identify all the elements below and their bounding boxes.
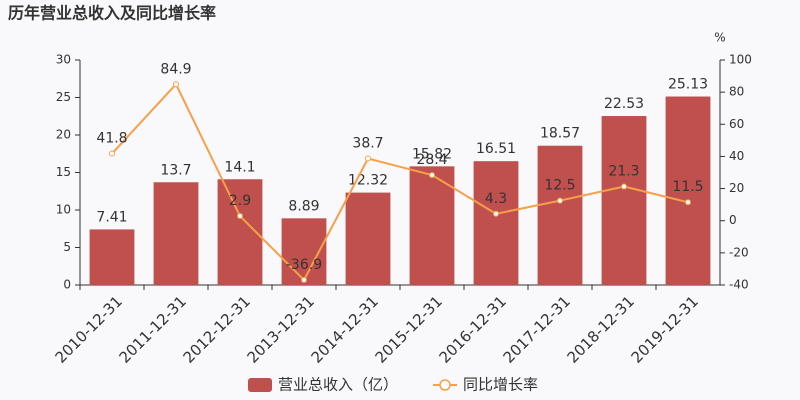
y2-axis-label: %	[714, 31, 725, 45]
x-tick-label: 2016-12-31	[436, 292, 510, 366]
bar-value-label: 22.53	[604, 96, 644, 112]
bar	[601, 116, 647, 286]
y2-tick-label: 60	[729, 117, 744, 131]
bar	[409, 166, 455, 285]
line-point	[429, 172, 435, 179]
bar	[89, 229, 135, 285]
line-value-label: 2.9	[229, 193, 251, 209]
line-point	[557, 197, 563, 204]
y-tick-label: 0	[63, 278, 71, 292]
legend-label: 同比增长率	[463, 376, 538, 394]
bar-value-label: 8.89	[288, 198, 319, 214]
x-tick-label: 2017-12-31	[500, 292, 574, 366]
legend-swatch	[439, 379, 451, 391]
line-value-label: 12.5	[544, 178, 575, 194]
x-tick-label: 2014-12-31	[308, 292, 382, 366]
x-tick-label: 2013-12-31	[244, 292, 318, 366]
y-tick-label: 25	[56, 90, 71, 104]
x-tick-label: 2018-12-31	[564, 292, 638, 366]
bar-value-label: 15.82	[412, 146, 452, 162]
line-value-label: 41.8	[96, 131, 127, 147]
y-tick-label: 15	[56, 165, 71, 179]
bar-value-label: 25.13	[668, 77, 708, 93]
y2-tick-label: 40	[729, 149, 744, 163]
line-value-label: 84.9	[160, 61, 191, 77]
bar	[345, 192, 391, 285]
x-tick-label: 2010-12-31	[52, 292, 126, 366]
bar	[153, 182, 199, 285]
bar	[537, 145, 583, 285]
x-tick-label: 2019-12-31	[628, 292, 702, 366]
line-value-label: 28.4	[416, 152, 447, 168]
line-point	[621, 183, 627, 190]
y-tick-label: 10	[56, 203, 71, 217]
legend-label: 营业总收入（亿）	[278, 376, 398, 394]
line-point	[685, 199, 691, 206]
x-tick-label: 2012-12-31	[180, 292, 254, 366]
line-point	[173, 81, 179, 88]
line-value-label: -36.9	[286, 257, 322, 273]
y2-tick-label: -20	[729, 245, 749, 259]
line-point	[301, 277, 307, 284]
x-tick-label: 2011-12-31	[116, 292, 190, 366]
line-point	[109, 150, 115, 157]
y2-tick-label: -40	[729, 278, 749, 292]
y2-tick-label: 80	[729, 85, 744, 99]
bar-value-label: 16.51	[476, 141, 516, 157]
y2-tick-label: 20	[729, 181, 744, 195]
y2-tick-label: 100	[729, 53, 752, 67]
line-value-label: 11.5	[672, 179, 703, 195]
legend-swatch	[248, 378, 272, 392]
y-tick-label: 20	[56, 128, 71, 142]
bar-value-label: 13.7	[160, 162, 191, 178]
bar	[473, 161, 519, 285]
x-tick-label: 2015-12-31	[372, 292, 446, 366]
y2-tick-label: 0	[729, 213, 737, 227]
chart-title: 历年营业总收入及同比增长率	[8, 4, 216, 23]
y-tick-label: 30	[56, 53, 71, 67]
bar-value-label: 18.57	[540, 126, 580, 142]
line-value-label: 21.3	[608, 163, 639, 179]
line-value-label: 4.3	[485, 191, 507, 207]
line-point	[237, 213, 243, 220]
bar-value-label: 7.41	[96, 209, 127, 225]
line-point	[365, 155, 371, 162]
y-tick-label: 5	[63, 240, 71, 254]
line-point	[493, 210, 499, 217]
line-value-label: 38.7	[352, 136, 383, 152]
bar-value-label: 14.1	[224, 159, 255, 175]
bar	[665, 96, 711, 286]
line	[111, 82, 689, 282]
